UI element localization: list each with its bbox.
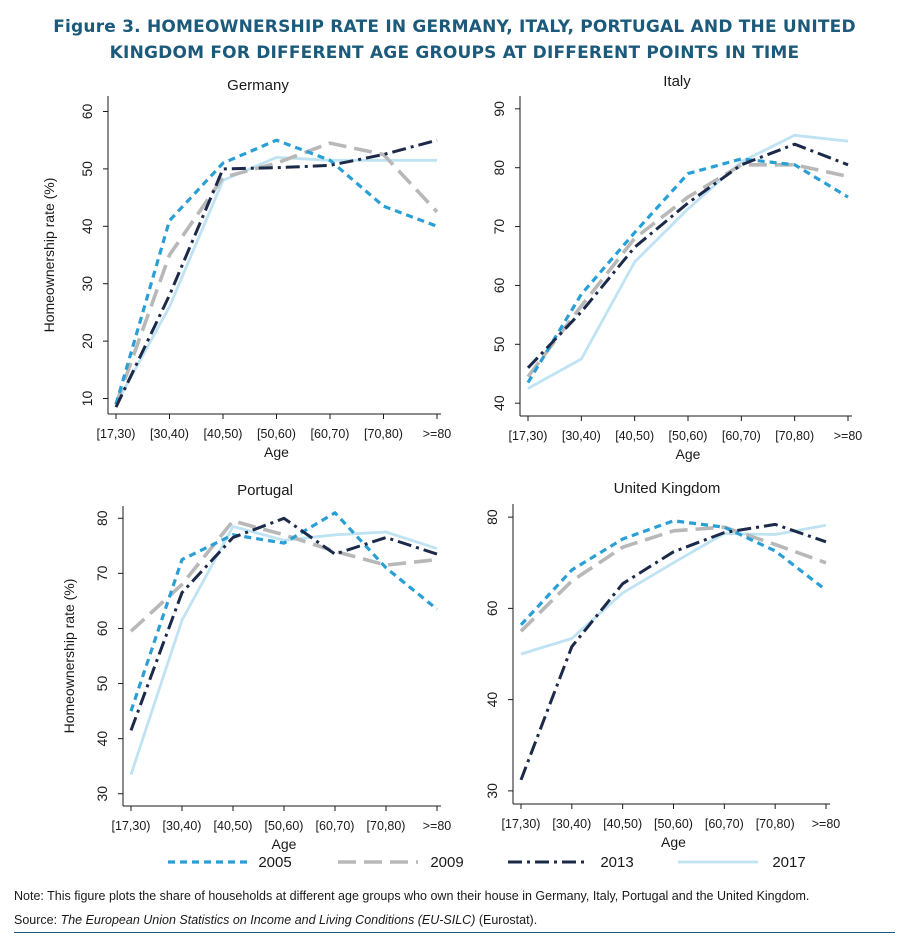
y-tick-label: 40 bbox=[491, 395, 507, 411]
y-tick-label: 40 bbox=[94, 731, 110, 747]
panel-germany: Germany 10 20 30 40 50 60 [17,30) [30,40) [40,50)… bbox=[41, 77, 451, 460]
series-line-2009 bbox=[114, 141, 439, 405]
y-tick-label: 50 bbox=[491, 336, 507, 352]
x-tick-label: [30,40) bbox=[150, 427, 189, 441]
x-tick-label: [40,50) bbox=[214, 819, 253, 833]
source-suffix: (Eurostat). bbox=[475, 913, 538, 927]
legend-label: 2005 bbox=[258, 854, 291, 871]
x-axis-label: Age bbox=[676, 446, 701, 462]
series-line-2005 bbox=[526, 157, 849, 384]
y-tick-label: 50 bbox=[94, 676, 110, 692]
series-line-2017 bbox=[520, 523, 827, 656]
series-line-2013 bbox=[526, 142, 849, 369]
series-line-2009 bbox=[519, 525, 827, 633]
series-line-2013 bbox=[519, 522, 827, 781]
series-line-2009 bbox=[129, 519, 438, 633]
legend: 2005 2009 2013 2017 bbox=[168, 854, 806, 871]
y-tick-label: 90 bbox=[491, 101, 507, 117]
x-tick-label: [17,30) bbox=[509, 429, 548, 443]
x-tick-label: [30,40) bbox=[552, 817, 591, 831]
figure-title-line-1: Figure 3. HOMEOWNERSHIP RATE IN GERMANY,… bbox=[53, 17, 856, 37]
x-tick-label: [50,60) bbox=[669, 429, 708, 443]
x-tick-label: [70,80) bbox=[756, 817, 795, 831]
series-line-2005 bbox=[114, 138, 438, 405]
series-line-2017 bbox=[527, 133, 849, 390]
x-tick-label: >=80 bbox=[834, 429, 863, 443]
x-tick-label: [70,80) bbox=[367, 819, 406, 833]
series-line-2005 bbox=[519, 519, 827, 626]
x-tick-label: [50,60) bbox=[257, 427, 296, 441]
legend-item-2017: 2017 bbox=[678, 854, 806, 871]
y-tick-label: 60 bbox=[79, 103, 95, 119]
x-axis-label: Age bbox=[264, 444, 289, 460]
x-tick-label: [30,40) bbox=[562, 429, 601, 443]
y-tick-label: 30 bbox=[79, 276, 95, 292]
y-tick-label: 40 bbox=[79, 218, 95, 234]
source-label: Source: bbox=[14, 913, 61, 927]
x-tick-label: [70,80) bbox=[775, 429, 814, 443]
panel-united-kingdom: United Kingdom 30 40 60 80 [17,30) [30,40) [40,… bbox=[484, 480, 840, 850]
panel-title: United Kingdom bbox=[614, 480, 721, 497]
y-axis-label: Homeownership rate (%) bbox=[61, 579, 77, 734]
x-axis-label: Age bbox=[272, 836, 297, 852]
figure-title-line-2: KINGDOM FOR DIFFERENT AGE GROUPS AT DIFF… bbox=[109, 43, 800, 63]
footer-rule bbox=[14, 932, 895, 933]
x-tick-label: [30,40) bbox=[163, 819, 202, 833]
x-tick-label: [60,70) bbox=[705, 817, 744, 831]
y-tick-label: 20 bbox=[79, 333, 95, 349]
series-line-2017 bbox=[114, 155, 437, 405]
x-tick-label: [40,50) bbox=[204, 427, 243, 441]
charts-canvas: Germany 10 20 30 40 50 60 [17,30) [30,40) [40,50)… bbox=[41, 73, 862, 871]
source-title: The European Union Statistics on Income … bbox=[60, 913, 476, 927]
panel-title: Portugal bbox=[237, 482, 293, 499]
y-tick-label: 30 bbox=[94, 786, 110, 802]
figure-title: Figure 3. HOMEOWNERSHIP RATE IN GERMANY,… bbox=[0, 14, 909, 66]
legend-item-2009: 2009 bbox=[338, 854, 464, 871]
x-tick-label: [50,60) bbox=[654, 817, 693, 831]
x-tick-label: [60,70) bbox=[722, 429, 761, 443]
legend-label: 2013 bbox=[600, 854, 633, 871]
x-tick-label: [60,70) bbox=[316, 819, 355, 833]
y-tick-label: 70 bbox=[94, 565, 110, 581]
legend-item-2005: 2005 bbox=[168, 854, 292, 871]
x-tick-label: >=80 bbox=[423, 819, 452, 833]
x-tick-label: [50,60) bbox=[265, 819, 304, 833]
y-tick-label: 80 bbox=[484, 509, 500, 525]
legend-label: 2017 bbox=[772, 854, 805, 871]
x-tick-label: [40,50) bbox=[615, 429, 654, 443]
y-tick-label: 30 bbox=[484, 783, 500, 799]
figure-source: Source: The European Union Statistics on… bbox=[14, 908, 809, 932]
x-tick-label: [40,50) bbox=[603, 817, 642, 831]
legend-item-2013: 2013 bbox=[508, 854, 634, 871]
x-tick-label: [70,80) bbox=[364, 427, 403, 441]
x-tick-label: >=80 bbox=[423, 427, 452, 441]
y-tick-label: 50 bbox=[79, 161, 95, 177]
series-line-2009 bbox=[526, 163, 849, 378]
y-tick-label: 80 bbox=[491, 160, 507, 176]
x-axis-label: Age bbox=[661, 834, 686, 850]
y-tick-label: 40 bbox=[484, 692, 500, 708]
x-tick-label: [60,70) bbox=[311, 427, 350, 441]
y-tick-label: 70 bbox=[491, 219, 507, 235]
y-tick-label: 80 bbox=[94, 510, 110, 526]
series-line-2005 bbox=[129, 511, 439, 712]
y-tick-label: 10 bbox=[79, 391, 95, 407]
panel-portugal: Portugal 30 40 50 60 70 80 [17,30) [30,40) [40,50… bbox=[61, 482, 451, 852]
series-line-2013 bbox=[129, 516, 438, 731]
figure-footer: Note: This figure plots the share of hou… bbox=[14, 884, 809, 932]
y-tick-label: 60 bbox=[94, 620, 110, 636]
figure-note: Note: This figure plots the share of hou… bbox=[14, 889, 810, 903]
y-tick-label: 60 bbox=[491, 277, 507, 293]
x-tick-label: [17,30) bbox=[97, 427, 136, 441]
legend-label: 2009 bbox=[430, 854, 463, 871]
panel-title: Germany bbox=[227, 77, 289, 94]
x-tick-label: [17,30) bbox=[502, 817, 541, 831]
y-axis-label: Homeownership rate (%) bbox=[41, 178, 57, 333]
panel-italy: Italy 40 50 60 70 80 90 [17,30) [30,40) [40,50) [5… bbox=[491, 73, 862, 462]
panel-title: Italy bbox=[663, 73, 691, 90]
x-tick-label: [17,30) bbox=[112, 819, 151, 833]
y-tick-label: 60 bbox=[484, 600, 500, 616]
series-line-2017 bbox=[129, 525, 438, 775]
x-tick-label: >=80 bbox=[812, 817, 841, 831]
